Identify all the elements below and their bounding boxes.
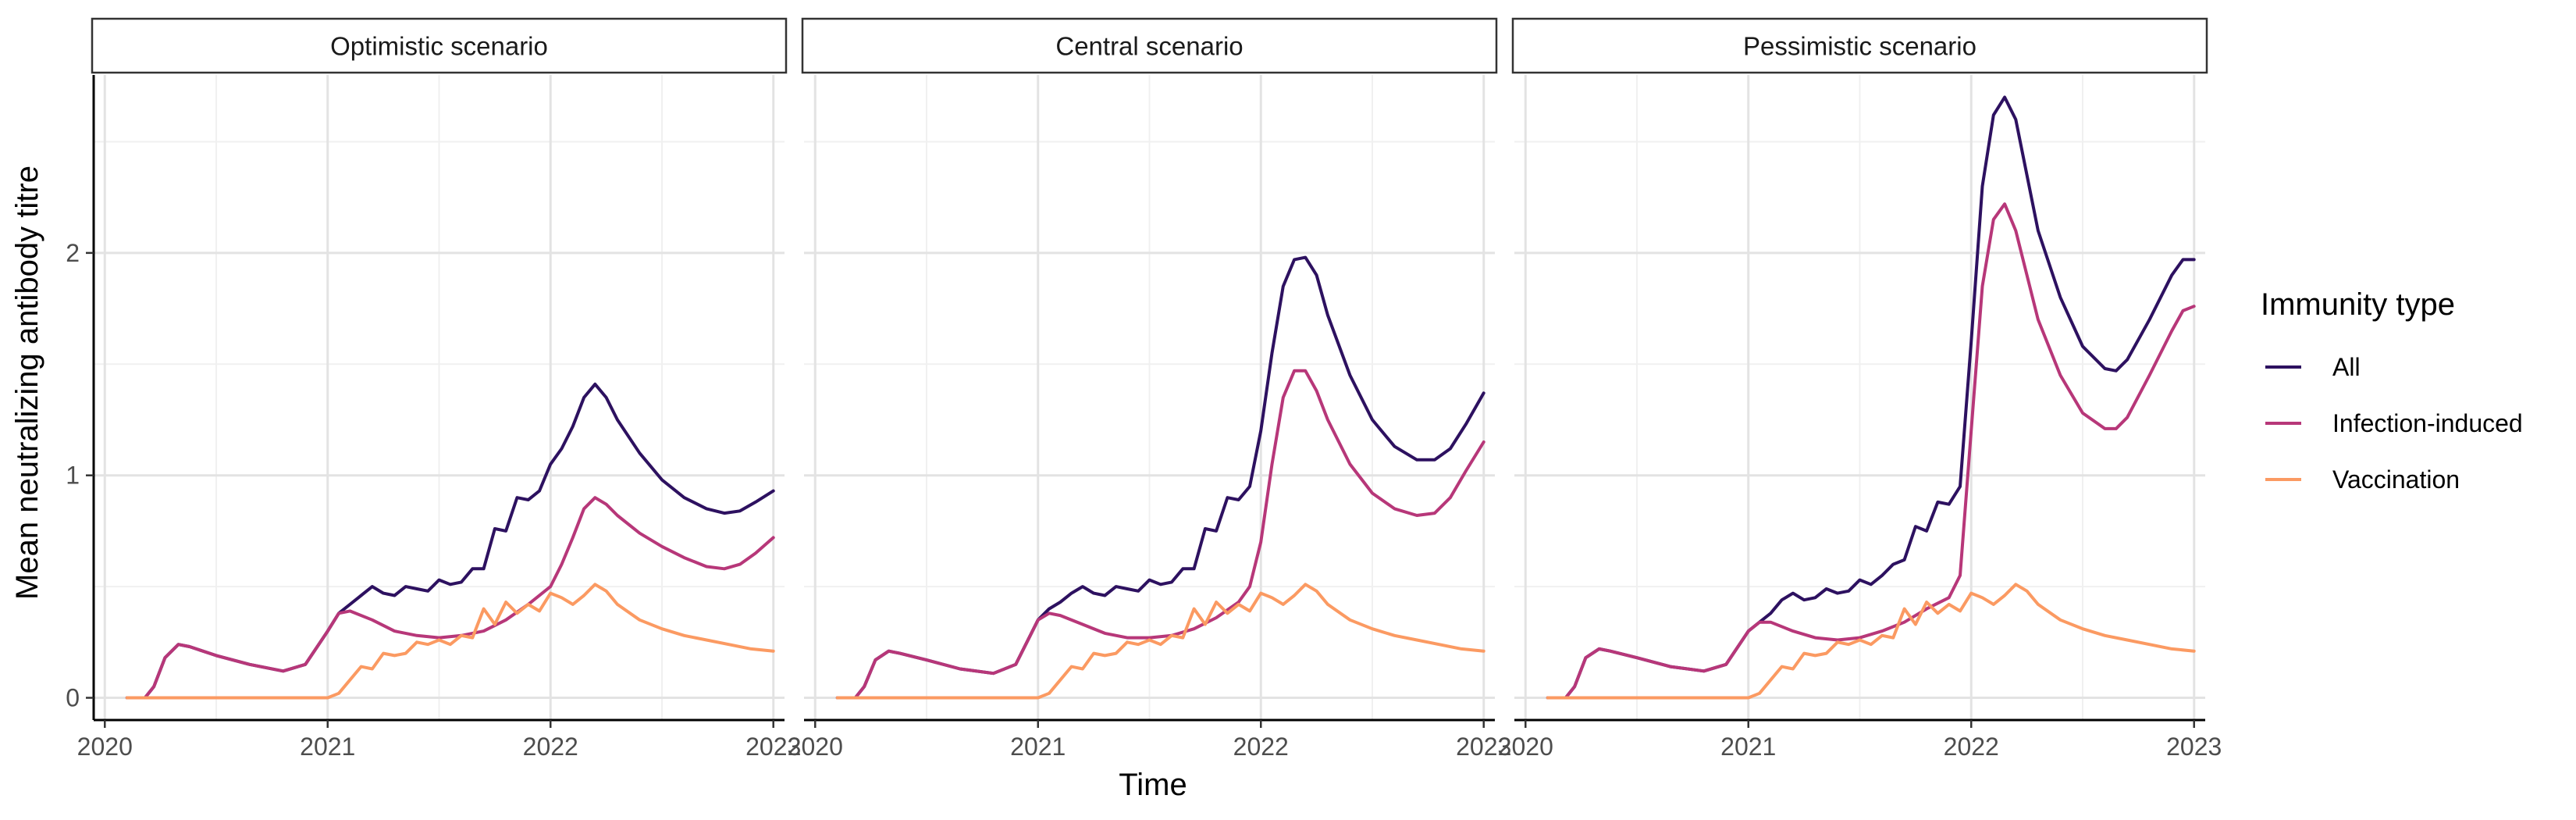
x-tick-label: 2023 <box>1456 733 1511 761</box>
facet-title: Pessimistic scenario <box>1743 32 1976 61</box>
x-tick-label: 2022 <box>523 733 578 761</box>
legend-label: Infection-induced <box>2332 409 2523 437</box>
x-tick-label: 2020 <box>1498 733 1553 761</box>
legend-title: Immunity type <box>2261 287 2455 322</box>
x-tick-label: 2020 <box>77 733 133 761</box>
x-tick-label: 2020 <box>788 733 843 761</box>
facet-strip <box>801 17 1498 74</box>
series-line-vaccination <box>1546 583 2196 700</box>
panel-2: Central scenario 2020 2021 2022 2023 <box>788 17 1511 761</box>
x-tick-label: 2021 <box>1720 733 1776 761</box>
legend-label: Vaccination <box>2332 465 2460 494</box>
facet-title: Optimistic scenario <box>330 32 548 61</box>
x-tick-label: 2021 <box>1010 733 1066 761</box>
x-tick-label: 2022 <box>1944 733 1999 761</box>
legend-label: All <box>2332 353 2361 381</box>
x-tick-label: 2022 <box>1233 733 1289 761</box>
series-line-infection-induced <box>835 369 1485 700</box>
series-line-infection-induced <box>125 496 775 700</box>
series-line-vaccination <box>125 583 775 700</box>
x-axis-title: Time <box>1119 768 1187 802</box>
y-axis-title: Mean neutralizing antibody titre <box>10 166 44 600</box>
facet-strip <box>91 17 788 74</box>
series-line-vaccination <box>835 583 1485 700</box>
y-tick-label: 0 <box>66 684 80 712</box>
y-tick-label: 1 <box>66 462 80 490</box>
x-tick-label: 2023 <box>745 733 801 761</box>
x-tick-label: 2021 <box>300 733 355 761</box>
facet-strip <box>1511 17 2208 74</box>
y-axis: 0 1 2 <box>66 75 95 720</box>
panel-3: Pessimistic scenario 2020 2021 2022 2023 <box>1498 17 2222 761</box>
panel-1: Optimistic scenario 2020 2021 2022 2023 <box>77 17 801 761</box>
series-line-infection-induced <box>1546 202 2196 700</box>
y-tick-label: 2 <box>66 239 80 267</box>
legend: Immunity type All Infection-induced Vaccin… <box>2261 287 2523 494</box>
facet-title: Central scenario <box>1055 32 1243 61</box>
x-tick-label: 2023 <box>2166 733 2222 761</box>
